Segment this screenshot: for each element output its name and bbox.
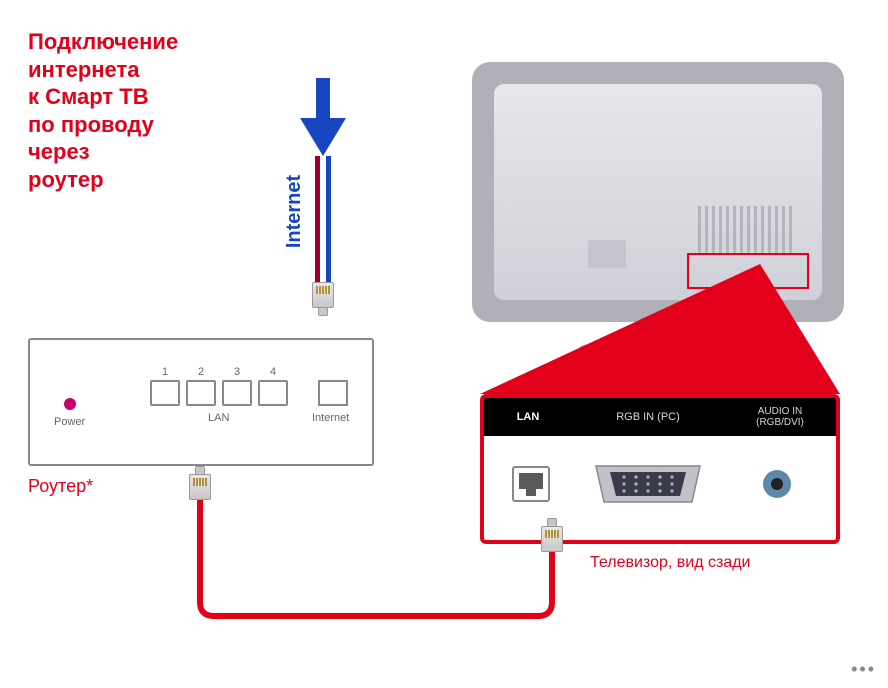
rj45-tv-plug-icon <box>541 518 563 552</box>
rj45-router-plug-icon <box>189 466 211 500</box>
lan-patch-cable <box>0 0 888 688</box>
ellipsis-decor: ••• <box>851 659 876 680</box>
